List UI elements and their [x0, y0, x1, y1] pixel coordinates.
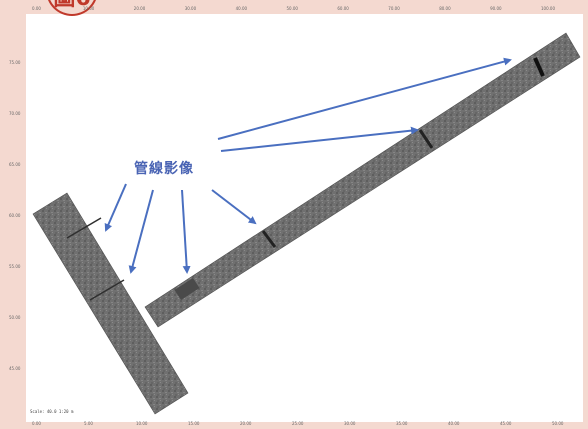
pipeline-segment — [66, 217, 102, 239]
bottom-axis-tick-label: 25.00 — [292, 421, 304, 426]
figure-number-text: 圖6 — [53, 0, 90, 12]
bottom-axis-tick-label: 40.00 — [448, 421, 460, 426]
top-axis-tick-label: 10.00 — [82, 6, 95, 11]
annotation-arrow — [104, 183, 127, 232]
sonar-strip-vertical — [32, 192, 189, 415]
left-axis-tick-label: 75.00 — [9, 60, 21, 65]
annotation-arrow — [211, 189, 257, 225]
bottom-axis-tick-label: 35.00 — [396, 421, 408, 426]
bottom-axis-tick-label: 50.00 — [552, 421, 564, 426]
bottom-axis-tick-label: 5.00 — [84, 421, 93, 426]
top-axis-tick-label: 60.00 — [337, 6, 349, 11]
bottom-axis-tick-label: 20.00 — [240, 421, 252, 426]
bottom-axis-tick-label: 15.00 — [188, 421, 200, 426]
top-axis-tick-label: 0.00 — [32, 6, 41, 11]
bottom-axis-tick-label: 10.00 — [136, 421, 148, 426]
pipeline-segment — [533, 57, 545, 77]
top-axis-tick-label: 70.00 — [388, 6, 400, 11]
pipeline-segment — [418, 129, 434, 149]
left-axis-tick-label: 50.00 — [9, 315, 21, 320]
sonar-strip-diagonal — [144, 32, 581, 328]
pipeline-segment — [89, 279, 125, 301]
top-axis-tick-label: 30.00 — [184, 6, 197, 11]
annotation-arrow — [128, 189, 154, 274]
top-axis-tick-label: 50.00 — [286, 6, 298, 11]
annotation-arrow — [217, 57, 512, 140]
annotation-arrow — [220, 126, 419, 152]
scale-note: Scale: 40.0 1:20 m — [30, 409, 74, 414]
left-axis-tick-label: 70.00 — [9, 111, 21, 116]
pipeline-segment — [261, 230, 277, 248]
left-axis-tick-label: 60.00 — [9, 213, 21, 218]
pipeline-image-label: 管線影像 — [134, 161, 194, 177]
top-axis-tick-label: 40.00 — [235, 6, 248, 11]
left-axis-tick-label: 55.00 — [9, 264, 21, 269]
top-axis-tick-label: 100.00 — [541, 6, 555, 11]
top-axis-tick-label: 90.00 — [490, 6, 502, 11]
annotation-arrow — [181, 189, 191, 274]
top-axis-tick-label: 20.00 — [133, 6, 146, 11]
left-axis-tick-label: 65.00 — [9, 162, 21, 167]
bottom-axis-tick-label: 0.00 — [32, 421, 41, 426]
left-axis-tick-label: 45.00 — [9, 366, 21, 371]
bottom-axis-tick-label: 30.00 — [344, 421, 356, 426]
bottom-axis-tick-label: 45.00 — [500, 421, 512, 426]
dark-patch — [174, 277, 200, 301]
top-axis-tick-label: 80.00 — [439, 6, 451, 11]
